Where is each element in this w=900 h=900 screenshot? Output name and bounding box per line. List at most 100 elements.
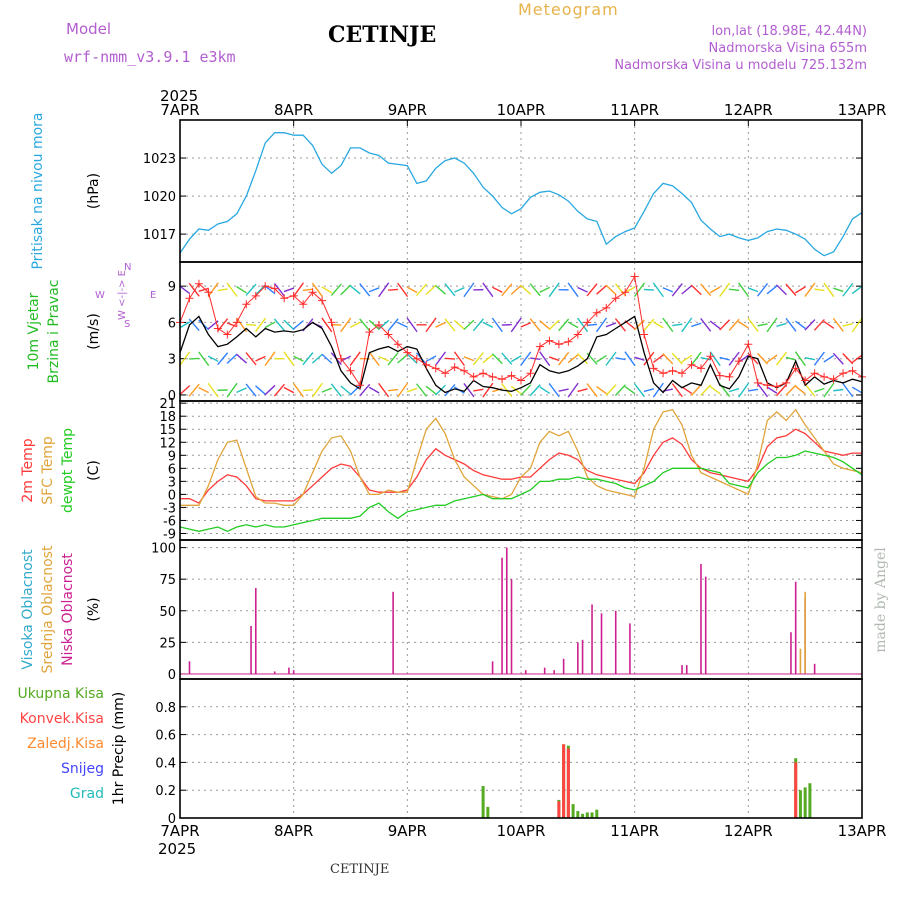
wind-barb [804, 319, 816, 331]
wind-barb [444, 318, 456, 332]
y-tick-label: 6 [168, 462, 176, 477]
wind-gust-marker [460, 366, 469, 375]
wind-barb [832, 317, 844, 332]
wind-gust-marker [744, 340, 753, 349]
wind-barb [226, 282, 238, 297]
wind-barb [491, 317, 503, 333]
wind-barb [482, 354, 494, 364]
wind-barb [700, 318, 712, 332]
wind-barb [672, 323, 683, 327]
cloud-frame [179, 539, 863, 680]
wind-barb [756, 283, 769, 297]
wind-barb [804, 282, 816, 297]
wind-barb [321, 387, 333, 393]
wind-barb [340, 317, 352, 333]
wind-barb [425, 284, 437, 296]
y-tick-label: 9 [168, 449, 176, 464]
wind-gust-marker [687, 360, 696, 369]
wind-barb [245, 283, 257, 296]
wind-barb [548, 356, 560, 362]
wind-gust-marker [479, 369, 488, 378]
wind-barb [453, 319, 465, 330]
wind-barb [207, 282, 219, 298]
wind-barb [189, 357, 200, 360]
wind-barb [529, 283, 541, 297]
wind-gust-marker [678, 369, 687, 378]
wind-barb [624, 386, 636, 395]
wind-barb [264, 384, 276, 396]
cloud-axis-title: Niska Oblacnost [60, 553, 76, 666]
wind-barb [406, 387, 418, 393]
temp-unit-label: (C) [86, 460, 102, 481]
wind-gust-marker [185, 294, 194, 303]
wind-barb [776, 322, 787, 327]
y-tick-label: 0 [168, 668, 176, 683]
wind-barb [690, 384, 702, 397]
wind-barb [633, 383, 645, 398]
pressure-panel: 1017 1020 1023 Pritisak na nivou mora (hPa) [30, 112, 863, 270]
wind-gust-marker [573, 330, 582, 339]
wind-gust-marker [611, 294, 620, 303]
wind-barb [179, 385, 191, 396]
cloud-bar [524, 670, 527, 674]
wind-gust-marker [412, 354, 421, 363]
wind-barb [264, 321, 276, 329]
precip-bar [576, 811, 580, 818]
wind-barb [273, 282, 286, 297]
product-title: Meteogram [518, 0, 619, 19]
wind-barb [700, 283, 712, 297]
cloud-bar [553, 670, 555, 674]
wind-barb [415, 383, 428, 397]
wind-gust-marker [630, 272, 639, 281]
wind-barb [388, 388, 399, 392]
precip-frame [179, 678, 863, 819]
bottom-year-label: 2025 [158, 840, 196, 858]
compass-south: S [124, 319, 130, 330]
wind-barb [634, 356, 645, 361]
y-tick-label: -3 [163, 501, 176, 516]
wind-barb [463, 319, 475, 330]
wind-barb [681, 354, 693, 363]
wind-barb [406, 286, 418, 294]
cloud-bar [685, 665, 688, 674]
wind-gust-marker [810, 369, 819, 378]
cloud-bar [600, 613, 603, 674]
wind-barb [378, 319, 390, 330]
wind-barb [577, 286, 588, 293]
wind-barb [785, 356, 797, 361]
wind-barb [605, 284, 617, 295]
bottom-date-label: 9APR [388, 822, 427, 840]
top-date-label: 11APR [610, 101, 659, 119]
wind-gust-marker [441, 369, 450, 378]
y-tick-label: 50 [159, 605, 176, 620]
bottom-date-label: 13APR [838, 822, 887, 840]
wind-barb [614, 384, 626, 396]
lonlat-label: lon,lat (18.98E, 42.44N) [711, 24, 867, 39]
wind-gust-marker [403, 348, 412, 357]
temp-series-sfc_temp [180, 408, 863, 506]
wind-barb [520, 284, 532, 295]
wind-gust-marker [772, 382, 781, 391]
wind-barb [595, 317, 608, 333]
wind-gust-marker [232, 318, 241, 327]
wind-barb [596, 284, 607, 295]
wind-gust-marker [488, 372, 497, 381]
compass-text: W <-|-> E [117, 270, 128, 320]
cloud-bar [681, 665, 683, 674]
wind-barb [425, 385, 437, 395]
wind-gust-marker [545, 336, 554, 345]
wind-barb [179, 285, 191, 295]
wind-barb [539, 386, 551, 395]
wind-barb [492, 286, 503, 293]
precip-bar [562, 744, 566, 818]
top-date-label: 9APR [388, 101, 427, 119]
wind-barb [510, 355, 522, 363]
wind-barb [236, 387, 247, 393]
wind-gust-marker [725, 372, 734, 381]
wind-barb [482, 321, 494, 329]
wind-gust-marker [213, 324, 222, 333]
cloud-bar [510, 579, 513, 674]
precip-bar [803, 787, 807, 818]
compass-west: W [95, 290, 105, 301]
